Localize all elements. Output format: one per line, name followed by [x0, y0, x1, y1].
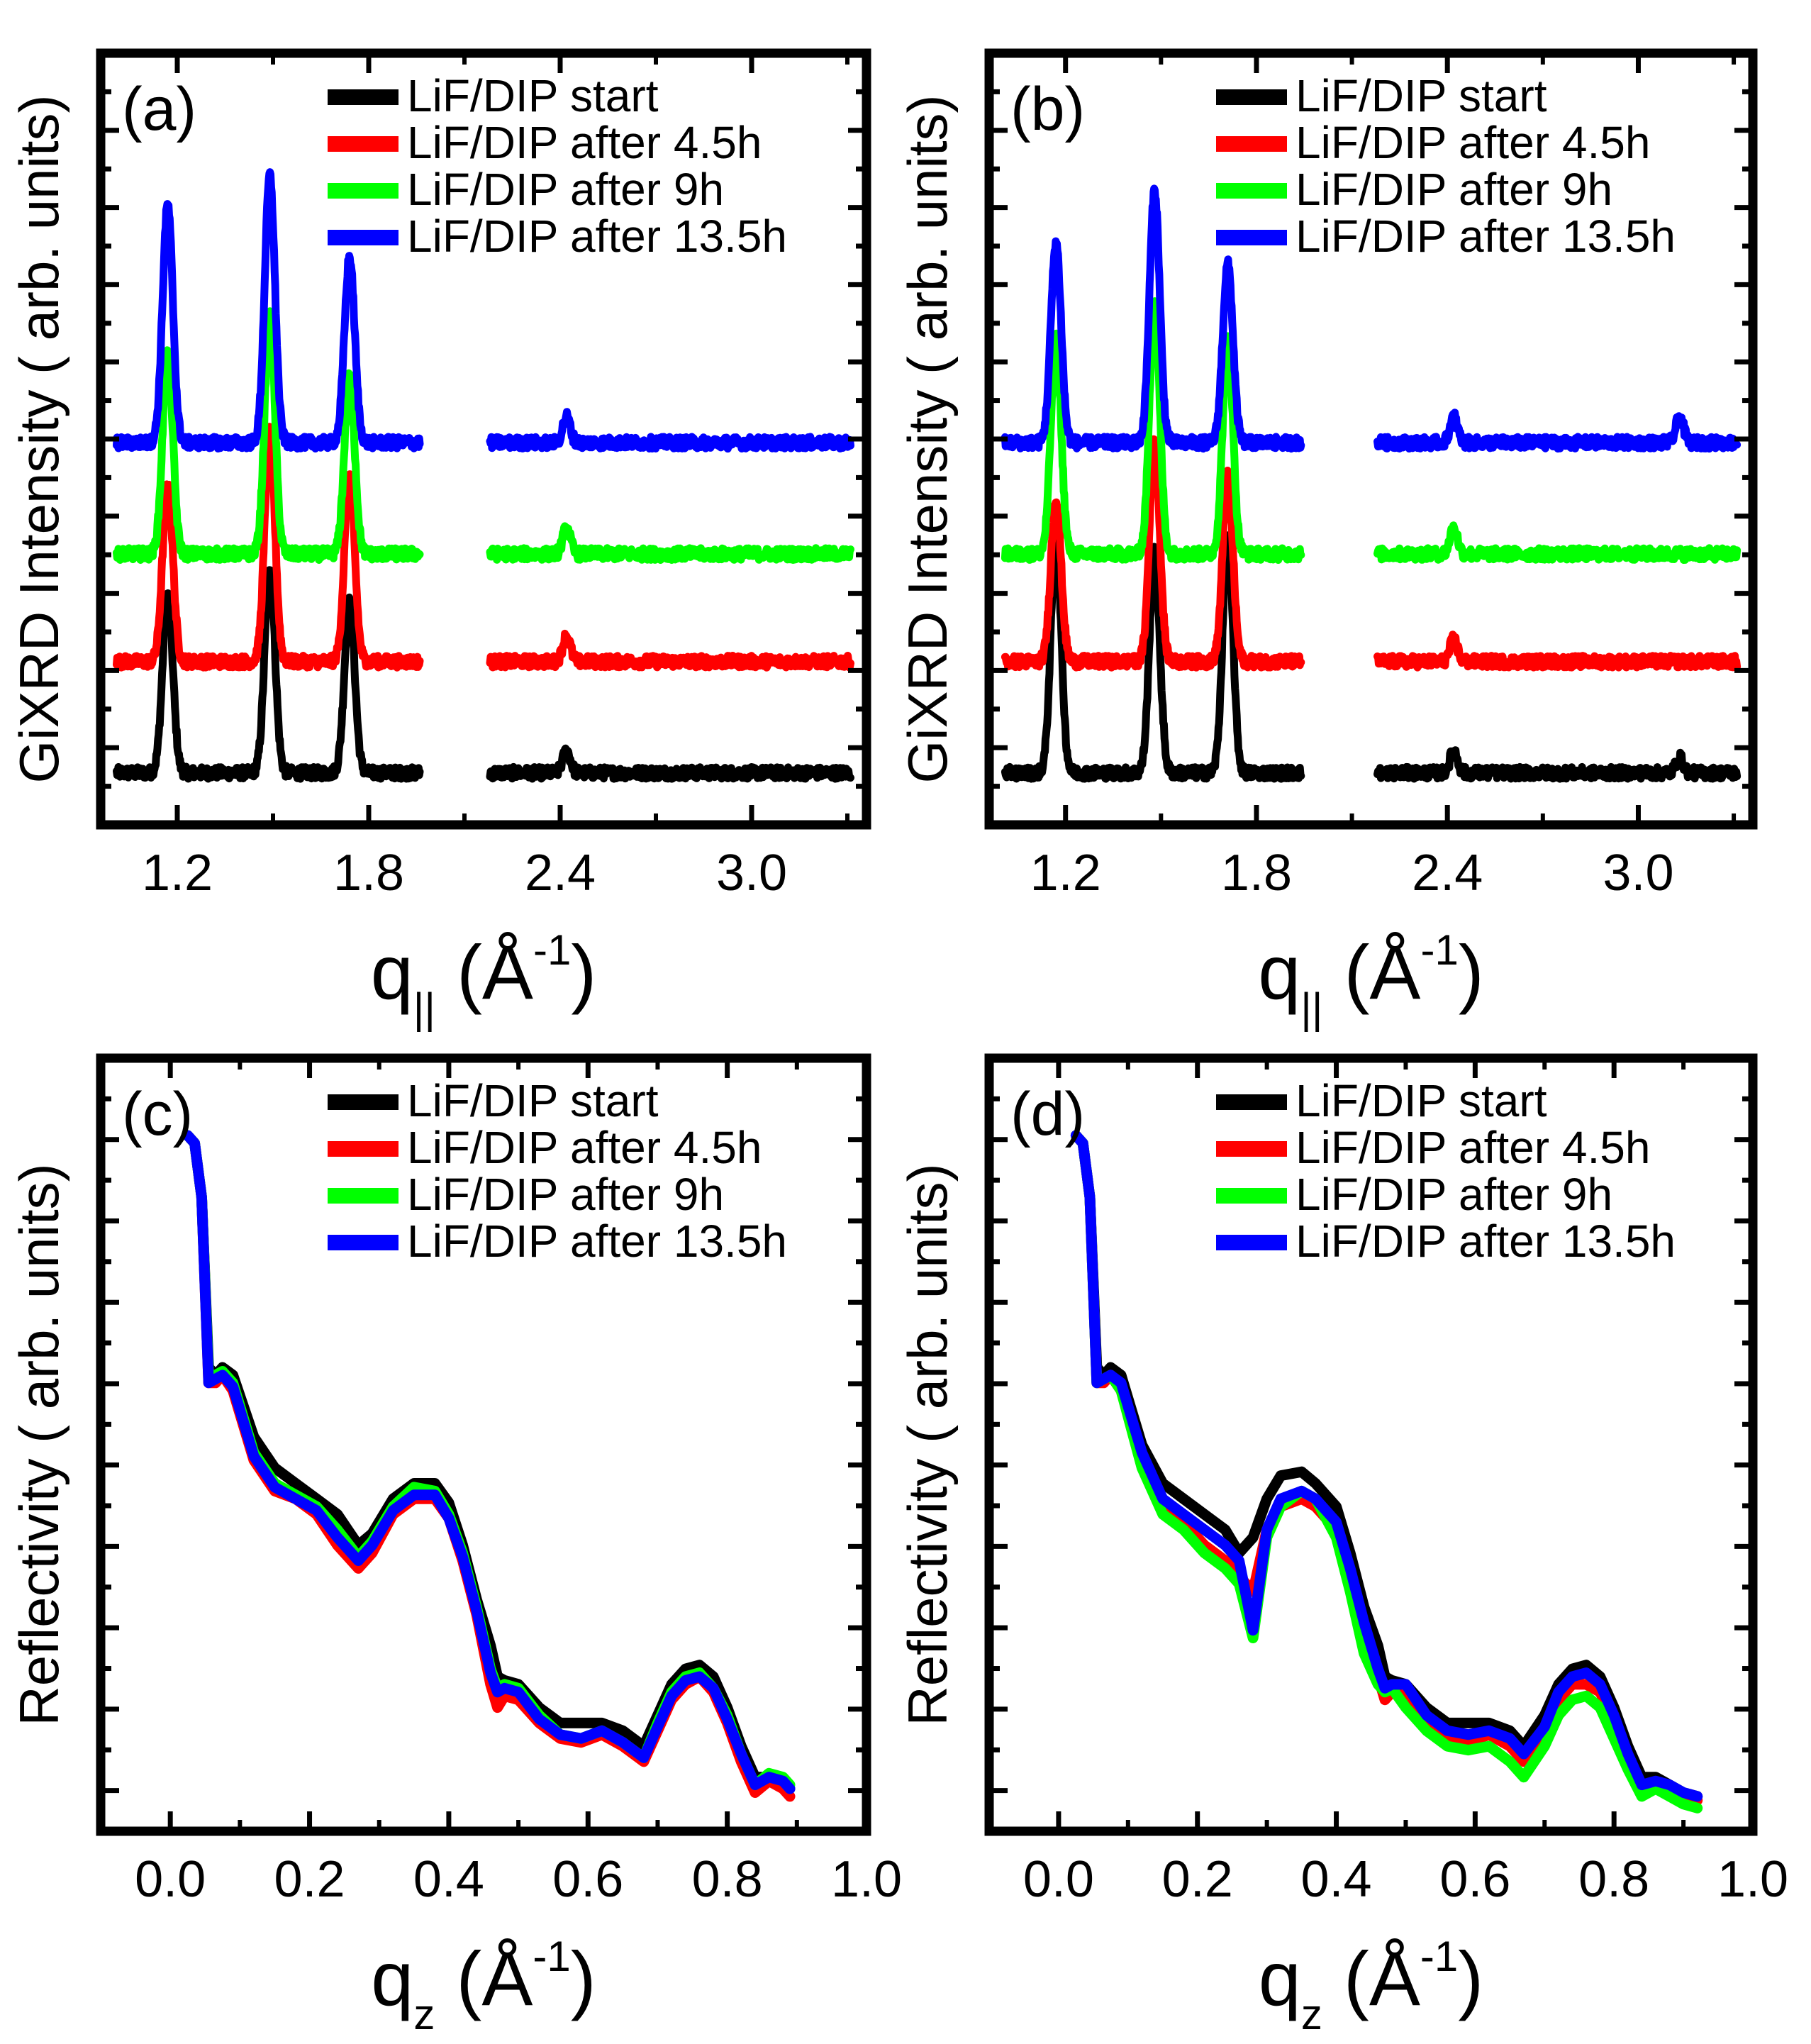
x-axis-unit: Å [1369, 1935, 1420, 2021]
x-axis-symbol: q [1258, 929, 1300, 1015]
x-axis-paren-close: ) [571, 929, 596, 1015]
panel-c: 0.0 0.2 0.4 0.6 0.8 1.0(c) LiF/DIP startLiF/DI… [8, 1053, 902, 2038]
x-axis-title: q|| (Å-1) [371, 926, 597, 1032]
x-axis-symbol: q [1259, 1935, 1301, 2021]
series-line-lif-dip-after-13-5h [113, 168, 854, 453]
x-tick-label: 2.4 [525, 845, 596, 901]
series-line-lif-dip-after-13-5h [1070, 1130, 1703, 1802]
x-axis-subscript: z [1301, 1991, 1322, 2038]
x-axis-subscript: z [413, 1991, 435, 2038]
x-axis-title: q|| (Å-1) [1258, 926, 1484, 1032]
panel-label: (b) [1010, 75, 1085, 143]
legend-entry: LiF/DIP start [407, 70, 659, 121]
x-tick-label: 0.0 [135, 1851, 206, 1908]
legend-entry: LiF/DIP after 4.5h [407, 1122, 762, 1173]
x-tick-label: 3.0 [1603, 845, 1673, 901]
series-line-lif-dip-start [113, 566, 854, 783]
x-axis-paren-open: ( [1344, 1935, 1369, 2021]
x-axis-superscript: -1 [533, 1933, 570, 1980]
legend-entry: LiF/DIP after 13.5h [407, 1216, 787, 1267]
x-tick-label: 1.2 [1030, 845, 1101, 901]
panel-label: (a) [122, 75, 196, 143]
x-axis-paren-open: ( [1344, 929, 1369, 1015]
series-line-lif-dip-after-9h [113, 307, 854, 564]
series-line-lif-dip-after-4-5h [1001, 435, 1742, 672]
legend-entry: LiF/DIP after 13.5h [407, 211, 787, 262]
x-tick-label: 3.0 [716, 845, 787, 901]
legend-entry: LiF/DIP after 4.5h [1295, 117, 1650, 168]
legend-entry: LiF/DIP start [1295, 1075, 1547, 1126]
legend-entry: LiF/DIP after 9h [407, 1169, 724, 1220]
x-axis-symbol: q [371, 929, 413, 1015]
plot-frame [984, 1053, 1758, 1836]
x-axis-superscript: -1 [533, 926, 571, 974]
x-tick-label: 2.4 [1412, 845, 1483, 901]
y-axis-title: GiXRD Intensity ( arb. units) [896, 95, 959, 784]
x-axis-paren-open: ( [457, 929, 482, 1015]
series-line-lif-dip-after-4-5h [113, 423, 854, 672]
x-axis-paren-close: ) [1458, 1935, 1483, 2021]
legend-entry: LiF/DIP after 9h [1295, 1169, 1612, 1220]
legend-entry: LiF/DIP after 9h [1295, 164, 1612, 215]
panel-label: (c) [122, 1080, 193, 1148]
plot-frame [96, 1053, 871, 1836]
x-axis-paren-close: ) [1459, 929, 1484, 1015]
x-tick-label: 0.6 [552, 1851, 623, 1908]
x-axis-title: qz (Å-1) [1259, 1933, 1483, 2038]
x-tick-label: 0.8 [692, 1851, 763, 1908]
x-axis-paren-close: ) [571, 1935, 596, 2021]
legend-entry: LiF/DIP start [407, 1075, 659, 1126]
series-line-lif-dip-after-13-5h [182, 1130, 796, 1794]
x-tick-label: 0.8 [1578, 1851, 1649, 1908]
y-axis-title: GiXRD Intensity ( arb. units) [8, 95, 70, 784]
x-axis-symbol: q [371, 1935, 413, 2021]
x-tick-label: 0.0 [1023, 1851, 1094, 1908]
y-axis-title: Reflectivity ( arb. units) [8, 1163, 70, 1726]
legend-entry: LiF/DIP after 13.5h [1295, 211, 1676, 262]
x-axis-paren-open: ( [456, 1935, 481, 2021]
x-tick-label: 0.2 [274, 1851, 345, 1908]
x-axis-superscript: -1 [1420, 1933, 1458, 1980]
series-line-lif-dip-after-13-5h [1001, 184, 1742, 453]
x-axis-superscript: -1 [1420, 926, 1458, 974]
legend-entry: LiF/DIP after 4.5h [407, 117, 762, 168]
x-axis-unit: Å [481, 1935, 533, 2021]
x-tick-label: 1.8 [333, 845, 404, 901]
legend-entry: LiF/DIP start [1295, 70, 1547, 121]
panel-d: 0.0 0.2 0.4 0.6 0.8 1.0(d) LiF/DIP startLiF/DI… [896, 1053, 1788, 2038]
x-tick-label: 1.2 [142, 845, 213, 901]
x-tick-label: 0.2 [1162, 1851, 1233, 1908]
y-axis-title: Reflectivity ( arb. units) [896, 1163, 959, 1726]
x-tick-label: 0.4 [1300, 1851, 1371, 1908]
legend-entry: LiF/DIP after 4.5h [1295, 1122, 1650, 1173]
series-line-lif-dip-after-9h [1001, 297, 1742, 564]
legend-entry: LiF/DIP after 9h [407, 164, 724, 215]
x-tick-label: 1.0 [831, 1851, 902, 1908]
x-tick-label: 0.4 [413, 1851, 484, 1908]
x-tick-label: 0.6 [1439, 1851, 1510, 1908]
x-tick-label: 1.0 [1717, 1851, 1788, 1908]
x-axis-unit: Å [482, 929, 533, 1015]
x-axis-title: qz (Å-1) [371, 1933, 596, 2038]
x-tick-label: 1.8 [1221, 845, 1292, 901]
panel-label: (d) [1010, 1080, 1085, 1148]
x-axis-subscript: || [1300, 984, 1322, 1032]
x-axis-unit: Å [1369, 929, 1420, 1015]
legend-entry: LiF/DIP after 13.5h [1295, 1216, 1676, 1267]
x-axis-subscript: || [413, 984, 435, 1032]
